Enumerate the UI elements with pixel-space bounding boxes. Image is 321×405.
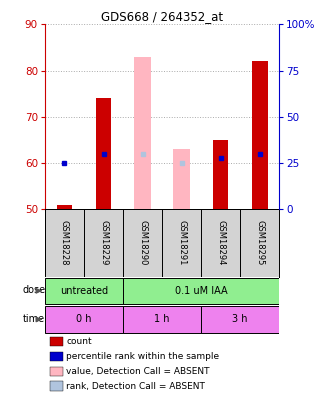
Text: 3 h: 3 h xyxy=(232,314,248,324)
Text: GSM18294: GSM18294 xyxy=(216,220,225,266)
Text: dose: dose xyxy=(22,285,45,295)
Bar xyxy=(213,140,229,209)
Bar xyxy=(123,306,201,333)
Text: untreated: untreated xyxy=(60,286,108,296)
Text: GSM18290: GSM18290 xyxy=(138,220,147,266)
Bar xyxy=(45,306,123,333)
Bar xyxy=(56,205,72,209)
Bar xyxy=(45,278,123,304)
Bar xyxy=(201,209,240,277)
Bar xyxy=(173,149,190,209)
Title: GDS668 / 264352_at: GDS668 / 264352_at xyxy=(101,10,223,23)
Bar xyxy=(96,98,111,209)
Bar xyxy=(50,382,63,391)
Bar xyxy=(123,278,279,304)
Bar xyxy=(252,61,267,209)
Text: 1 h: 1 h xyxy=(154,314,170,324)
Text: GSM18229: GSM18229 xyxy=(99,220,108,266)
Text: GSM18228: GSM18228 xyxy=(60,220,69,266)
Text: GSM18295: GSM18295 xyxy=(255,220,264,266)
Bar xyxy=(50,367,63,376)
Text: GSM18291: GSM18291 xyxy=(177,220,186,266)
Text: count: count xyxy=(66,337,92,346)
Bar xyxy=(123,209,162,277)
Bar xyxy=(201,306,279,333)
Bar xyxy=(50,352,63,361)
Text: 0 h: 0 h xyxy=(76,314,92,324)
Text: 0.1 uM IAA: 0.1 uM IAA xyxy=(175,286,228,296)
Text: time: time xyxy=(23,314,45,324)
Text: rank, Detection Call = ABSENT: rank, Detection Call = ABSENT xyxy=(66,382,205,391)
Text: percentile rank within the sample: percentile rank within the sample xyxy=(66,352,219,361)
Bar xyxy=(134,57,151,209)
Text: value, Detection Call = ABSENT: value, Detection Call = ABSENT xyxy=(66,367,210,376)
Bar xyxy=(45,209,84,277)
Bar xyxy=(50,337,63,346)
Bar xyxy=(84,209,123,277)
Bar xyxy=(162,209,201,277)
Bar xyxy=(240,209,279,277)
